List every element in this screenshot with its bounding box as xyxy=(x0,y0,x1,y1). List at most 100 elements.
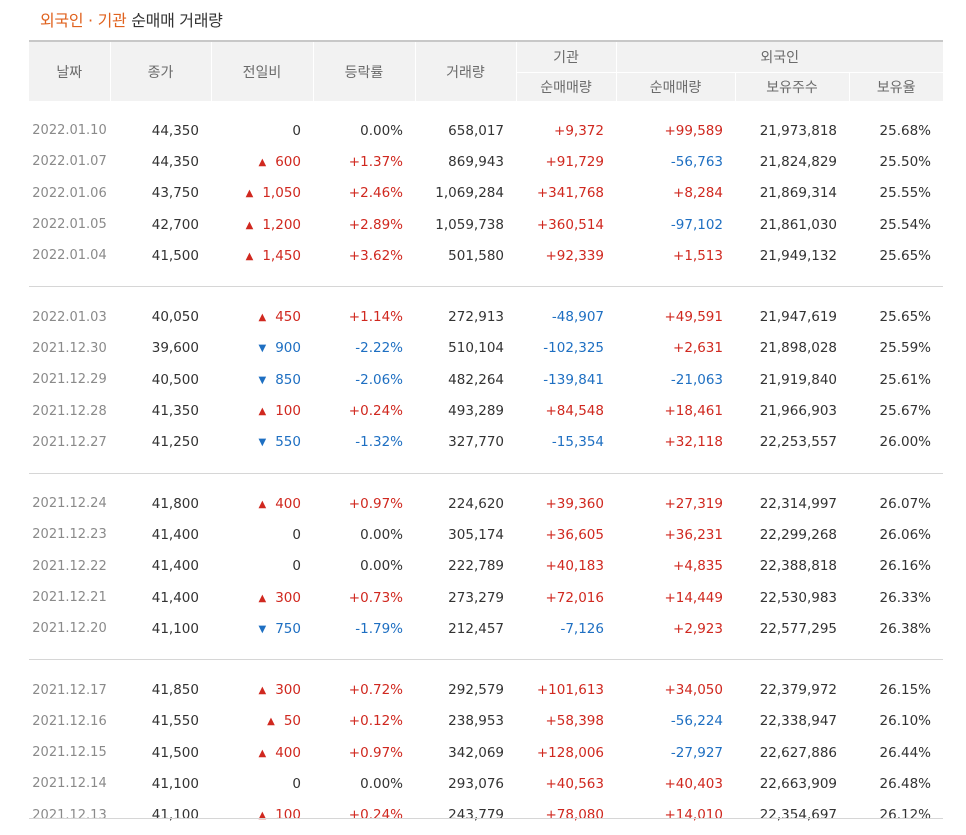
up-arrow-icon: ▲ xyxy=(258,592,267,604)
cell-foreign-holdings: 22,530,983 xyxy=(759,589,837,606)
row-spacer xyxy=(29,473,943,488)
cell-foreign-ratio: 26.33% xyxy=(879,589,931,606)
header-foreign-net: 순매매량 xyxy=(615,72,735,101)
header-rate: 등락률 xyxy=(312,41,415,101)
cell-rate: +0.24% xyxy=(348,807,403,824)
cell-foreign-ratio: 26.38% xyxy=(879,620,931,637)
row-spacer xyxy=(29,101,943,115)
cell-foreign-ratio: 25.54% xyxy=(879,216,931,233)
cell-foreign-holdings: 21,973,818 xyxy=(759,122,837,139)
cell-foreign-net: +34,050 xyxy=(664,682,723,699)
cell-foreign-holdings: 22,299,268 xyxy=(759,526,837,543)
cell-foreign-holdings: 22,379,972 xyxy=(759,682,837,699)
cell-change: ▲ 300 xyxy=(211,674,313,705)
cell-change-value: 0 xyxy=(292,526,301,543)
cell-foreign-net: +8,284 xyxy=(673,185,723,202)
cell-foreign-net: -56,224 xyxy=(670,713,723,730)
cell-close: 41,400 xyxy=(151,558,199,575)
cell-change: ▲ 1,200 xyxy=(211,209,313,240)
cell-close: 42,700 xyxy=(151,216,199,233)
cell-change-value: 400 xyxy=(275,495,301,512)
cell-rate: +0.24% xyxy=(348,403,403,420)
cell-change-value: 1,200 xyxy=(262,216,301,233)
table-row: 2022.01.07 44,350 ▲ 600 +1.37% 869,943 +91,729… xyxy=(29,146,943,177)
cell-close: 41,100 xyxy=(151,807,199,824)
cell-foreign-net: +18,461 xyxy=(664,403,723,420)
cell-foreign-net: +49,591 xyxy=(664,309,723,326)
cell-foreign-net: +14,449 xyxy=(664,589,723,606)
table-row: 2021.12.21 41,400 ▲ 300 +0.73% 273,279 +72,016… xyxy=(29,582,943,613)
cell-date: 2021.12.21 xyxy=(32,590,107,605)
cell-change-value: 100 xyxy=(275,807,301,824)
cell-change-value: 750 xyxy=(275,620,301,637)
cell-rate: +1.37% xyxy=(348,153,403,170)
cell-foreign-holdings: 22,388,818 xyxy=(759,558,837,575)
up-arrow-icon: ▲ xyxy=(267,716,275,728)
cell-close: 41,400 xyxy=(151,526,199,543)
cell-foreign-ratio: 25.55% xyxy=(879,185,931,202)
section-title: 외국인 · 기관 순매매 거래량 xyxy=(40,9,223,33)
cell-date: 2022.01.05 xyxy=(32,217,107,233)
cell-volume: 1,059,738 xyxy=(435,216,504,233)
cell-change: ▲ 100 xyxy=(211,800,313,831)
cell-foreign-net: -56,763 xyxy=(670,153,723,170)
cell-foreign-holdings: 21,966,903 xyxy=(759,403,837,420)
cell-close: 41,400 xyxy=(151,589,199,606)
cell-change: ▲ 300 xyxy=(211,582,313,613)
table-row: 2021.12.22 41,400 0 0.00% 222,789 +40,183 +4,8… xyxy=(29,551,943,582)
cell-foreign-ratio: 25.65% xyxy=(879,247,931,264)
cell-date: 2021.12.13 xyxy=(32,807,107,823)
cell-close: 41,500 xyxy=(151,247,199,264)
cell-date: 2021.12.29 xyxy=(32,372,107,388)
cell-volume: 869,943 xyxy=(448,153,504,170)
header-institution-net: 순매매량 xyxy=(515,72,616,101)
cell-institution-net: +40,563 xyxy=(545,775,604,792)
group-divider-cell xyxy=(29,457,943,474)
cell-change-value: 0 xyxy=(292,775,301,792)
cell-foreign-net: +4,835 xyxy=(673,558,723,575)
row-spacer xyxy=(29,287,943,302)
cell-date: 2021.12.20 xyxy=(32,621,107,637)
cell-foreign-ratio: 26.44% xyxy=(879,744,931,761)
cell-institution-net: +78,080 xyxy=(545,807,604,824)
cell-foreign-ratio: 26.15% xyxy=(879,682,931,699)
cell-change-value: 450 xyxy=(275,309,301,326)
header-close: 종가 xyxy=(109,41,211,101)
cell-rate: 0.00% xyxy=(360,122,403,139)
cell-change: ▲ 1,450 xyxy=(211,240,313,271)
cell-date: 2022.01.07 xyxy=(32,154,107,170)
cell-foreign-net: -27,927 xyxy=(670,744,723,761)
cell-foreign-net: +32,118 xyxy=(664,434,723,451)
cell-close: 41,500 xyxy=(151,744,199,761)
header-foreign-holdings: 보유주수 xyxy=(734,72,849,101)
cell-change-value: 400 xyxy=(275,744,301,761)
cell-rate: 0.00% xyxy=(360,558,403,575)
cell-change: ▼ 550 xyxy=(211,427,313,458)
table-bottom-border xyxy=(29,818,943,819)
up-arrow-icon: ▲ xyxy=(258,498,267,510)
cell-institution-net: +101,613 xyxy=(536,682,604,699)
cell-date: 2022.01.06 xyxy=(32,185,107,201)
up-arrow-icon: ▲ xyxy=(258,685,267,697)
table-row: 2021.12.17 41,850 ▲ 300 +0.72% 292,579 +101,61… xyxy=(29,674,943,705)
cell-volume: 293,076 xyxy=(448,775,504,792)
table-row: 2022.01.10 44,350 0 0.00% 658,017 +9,372 +99,5… xyxy=(29,115,943,146)
cell-close: 41,250 xyxy=(151,434,199,451)
table-row: 2021.12.27 41,250 ▼ 550 -1.32% 327,770 -15,354… xyxy=(29,427,943,458)
cell-change: ▲ 400 xyxy=(211,737,313,768)
cell-volume: 305,174 xyxy=(448,526,504,543)
table-row: 2022.01.05 42,700 ▲ 1,200 +2.89% 1,059,738 +36… xyxy=(29,209,943,240)
cell-volume: 222,789 xyxy=(448,558,504,575)
cell-change: ▼ 900 xyxy=(211,333,313,364)
header-change: 전일비 xyxy=(210,41,313,101)
table-row: 2021.12.14 41,100 0 0.00% 293,076 +40,563 +40,… xyxy=(29,768,943,799)
cell-institution-net: +91,729 xyxy=(545,153,604,170)
table-row: 2021.12.23 41,400 0 0.00% 305,174 +36,605 +36,… xyxy=(29,519,943,550)
cell-volume: 238,953 xyxy=(448,713,504,730)
cell-date: 2021.12.17 xyxy=(32,682,107,698)
cell-change: ▲ 600 xyxy=(211,146,313,177)
cell-foreign-ratio: 25.50% xyxy=(879,153,931,170)
cell-volume: 1,069,284 xyxy=(435,185,504,202)
cell-foreign-net: +36,231 xyxy=(664,526,723,543)
cell-date: 2022.01.10 xyxy=(32,123,107,139)
